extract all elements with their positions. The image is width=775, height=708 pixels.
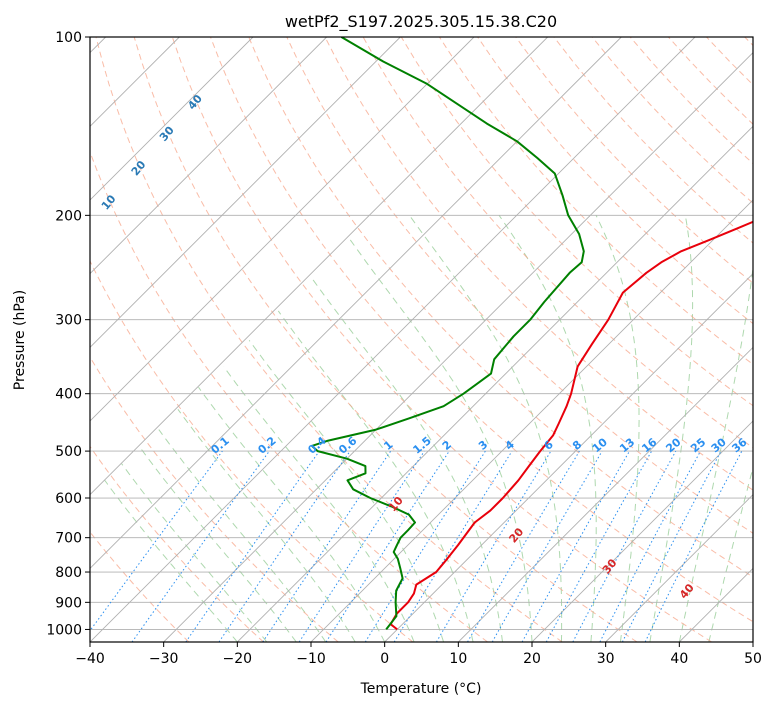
isotherm bbox=[605, 494, 753, 642]
isotherm bbox=[90, 37, 254, 201]
moist-adiabat bbox=[104, 479, 238, 642]
moist-adiabat bbox=[708, 465, 753, 642]
y-tick-label: 900 bbox=[55, 595, 82, 611]
y-tick-label: 600 bbox=[55, 491, 82, 507]
isotherm bbox=[90, 37, 327, 275]
x-tick-label: 30 bbox=[597, 651, 615, 667]
moist-adiabat bbox=[678, 264, 753, 642]
y-axis-label: Pressure (hPa) bbox=[12, 290, 28, 390]
x-axis-label: Temperature (°C) bbox=[360, 681, 482, 697]
isotherm bbox=[90, 37, 548, 496]
dry-adiabat bbox=[286, 37, 753, 534]
isotherm bbox=[90, 37, 622, 569]
y-tick-label: 400 bbox=[55, 387, 82, 403]
moist-adiabats bbox=[104, 215, 753, 642]
isotherm bbox=[531, 420, 753, 642]
isotherm bbox=[90, 37, 696, 642]
x-tick-label: −40 bbox=[75, 651, 105, 667]
x-tick-label: 50 bbox=[744, 651, 762, 667]
dry-adiabat bbox=[90, 259, 414, 642]
dry-adiabat bbox=[95, 37, 563, 642]
mixing-ratio-line bbox=[521, 450, 630, 642]
y-axis-ticks: 1000 900 800 700 600 500 400 300 200 100 bbox=[46, 30, 90, 638]
mixing-ratio-line bbox=[218, 450, 351, 642]
moist-adiabat bbox=[223, 366, 415, 642]
mixing-ratio-line bbox=[572, 450, 677, 642]
x-tick-label: −10 bbox=[296, 651, 326, 667]
isotherm bbox=[90, 37, 401, 348]
y-tick-label: 500 bbox=[55, 444, 82, 460]
isotherm bbox=[237, 125, 753, 642]
mixing-ratio-lines bbox=[90, 450, 743, 642]
moist-adiabat bbox=[595, 215, 640, 642]
x-axis-ticks: −40 −30 −20 −10 0 10 20 30 40 50 bbox=[75, 642, 762, 667]
moist-adiabat bbox=[248, 340, 445, 642]
plot-frame bbox=[89, 36, 754, 643]
moist-adiabat bbox=[158, 429, 327, 642]
plot-area bbox=[90, 37, 753, 642]
y-tick-label: 800 bbox=[55, 565, 82, 581]
x-tick-label: −30 bbox=[149, 651, 179, 667]
isotherm bbox=[163, 52, 753, 642]
mixing-ratio-line bbox=[393, 450, 513, 642]
dry-adiabat bbox=[210, 37, 753, 623]
isotherm bbox=[384, 273, 753, 642]
dry-adiabats bbox=[90, 37, 753, 642]
isotherm bbox=[310, 199, 753, 642]
moist-adiabat bbox=[121, 463, 268, 642]
mixing-ratio-line bbox=[90, 450, 223, 632]
moist-adiabat bbox=[649, 215, 694, 642]
sounding-series bbox=[310, 37, 753, 631]
moist-adiabat bbox=[349, 239, 533, 642]
y-tick-label: 1000 bbox=[46, 622, 82, 638]
dry-adiabat bbox=[171, 37, 712, 642]
mixing-ratio-line bbox=[325, 450, 450, 642]
isotherm bbox=[458, 346, 753, 642]
mixing-ratio-line bbox=[185, 450, 320, 642]
skewed-isotherms bbox=[90, 37, 753, 642]
y-tick-label: 100 bbox=[55, 30, 82, 46]
x-tick-label: −20 bbox=[223, 651, 253, 667]
x-tick-label: 0 bbox=[380, 651, 389, 667]
mixing-ratio-line bbox=[298, 450, 425, 642]
isobars bbox=[90, 37, 753, 630]
chart-title: wetPf2_S197.2025.305.15.38.C20 bbox=[285, 12, 557, 32]
x-tick-label: 10 bbox=[449, 651, 467, 667]
y-tick-label: 700 bbox=[55, 531, 82, 547]
moist-adiabat bbox=[408, 215, 563, 642]
mixing-ratio-line bbox=[131, 450, 270, 642]
dry-adiabat bbox=[90, 445, 264, 642]
x-tick-label: 40 bbox=[670, 651, 688, 667]
dry-adiabat bbox=[515, 37, 753, 284]
dry-adiabat bbox=[324, 37, 753, 491]
moist-adiabat bbox=[177, 409, 356, 642]
dry-adiabat bbox=[133, 37, 638, 642]
mixing-ratio-line bbox=[644, 450, 743, 642]
temperature-line bbox=[389, 220, 753, 631]
y-tick-label: 300 bbox=[55, 313, 82, 329]
mixing-ratio-line bbox=[545, 450, 653, 642]
x-tick-label: 20 bbox=[523, 651, 541, 667]
dry-adiabat bbox=[90, 356, 339, 642]
dry-adiabat bbox=[248, 37, 753, 578]
dew-point-line bbox=[310, 37, 585, 631]
isotherm bbox=[90, 37, 475, 422]
y-tick-label: 200 bbox=[55, 208, 82, 224]
